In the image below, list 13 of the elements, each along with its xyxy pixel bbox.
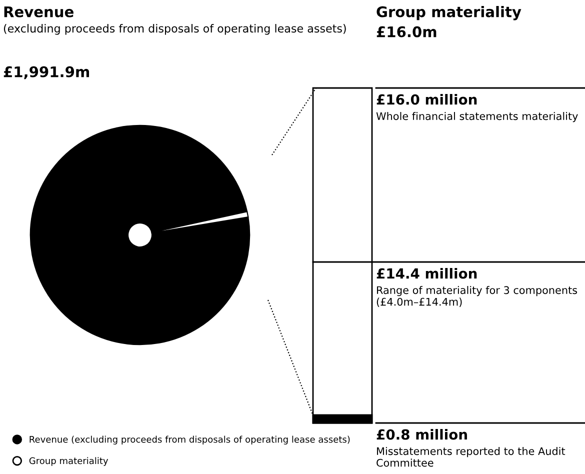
legend-label: Revenue (excluding proceeds from disposals of operating lease assets)	[30, 436, 350, 444]
text: £16.0 million	[376, 94, 477, 105]
chart-subtitle: (excluding proceeds from disposals of operating lease assets)	[4, 24, 346, 35]
text: £0.8 million	[376, 429, 467, 440]
text: £16.0m	[376, 26, 436, 38]
text: Group materiality	[376, 6, 522, 20]
text: Whole financial statements materiality	[376, 112, 578, 122]
chart-title: Revenue	[4, 6, 74, 18]
text: Range of materiality for 3 components (£4.0m–£14.4m)	[376, 286, 578, 307]
text: £14.4 million	[376, 268, 477, 279]
text: Misstatements reported to the Audit Committee	[376, 447, 566, 467]
legend-label: Group materiality	[29, 457, 108, 466]
text: £1,991.9m	[4, 66, 90, 80]
